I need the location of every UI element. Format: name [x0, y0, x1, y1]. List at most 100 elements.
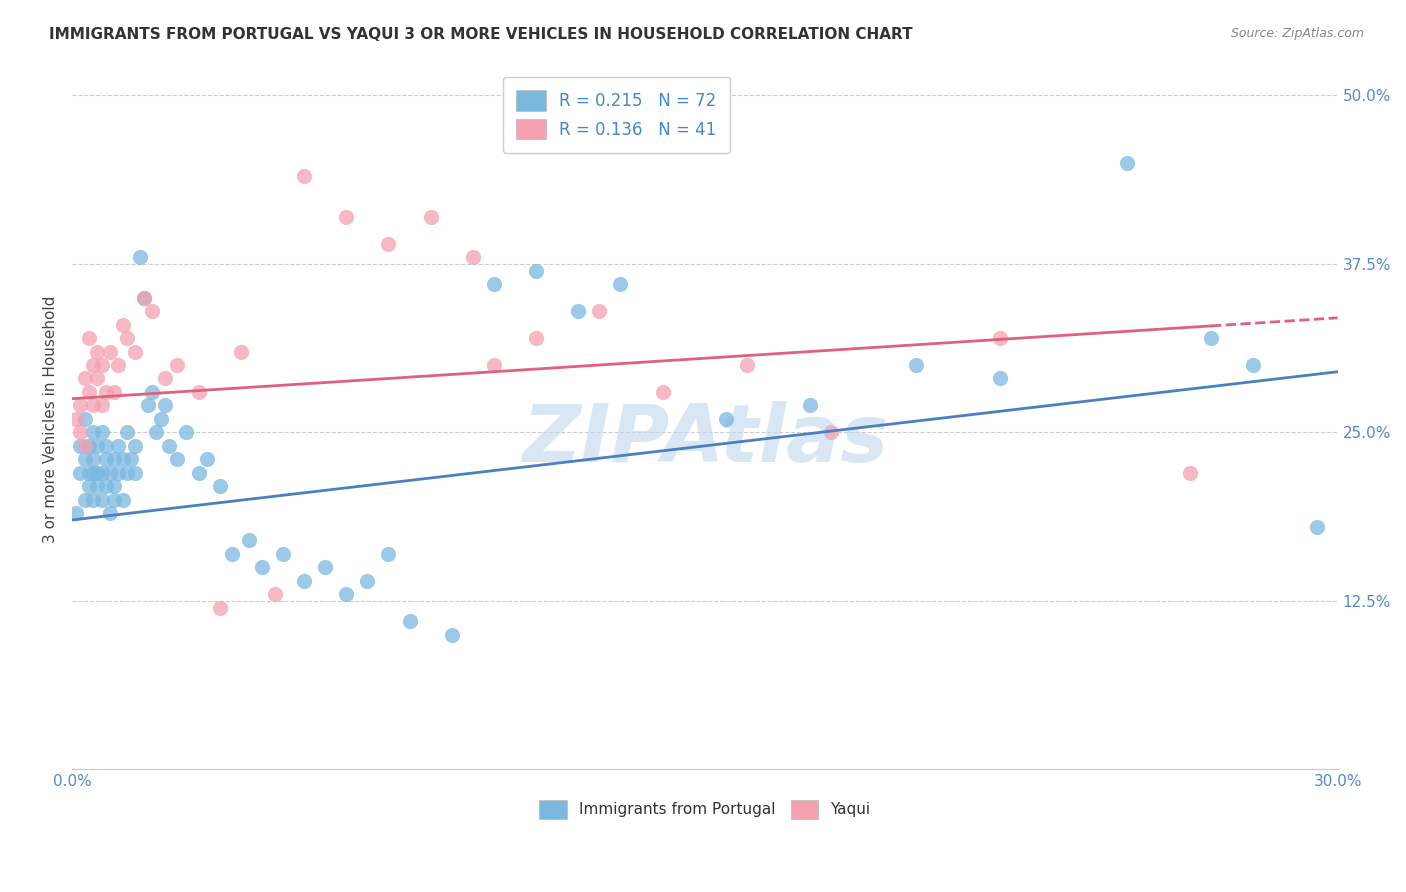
Point	[292, 169, 315, 184]
Point	[124, 439, 146, 453]
Point	[111, 492, 134, 507]
Point	[398, 614, 420, 628]
Point	[103, 479, 125, 493]
Point	[107, 439, 129, 453]
Point	[69, 425, 91, 440]
Point	[482, 358, 505, 372]
Point	[335, 210, 357, 224]
Point	[136, 399, 159, 413]
Point	[335, 587, 357, 601]
Point	[735, 358, 758, 372]
Point	[115, 466, 138, 480]
Point	[94, 439, 117, 453]
Point	[77, 331, 100, 345]
Point	[238, 533, 260, 548]
Point	[988, 331, 1011, 345]
Point	[107, 466, 129, 480]
Point	[271, 547, 294, 561]
Point	[145, 425, 167, 440]
Point	[73, 371, 96, 385]
Point	[65, 412, 87, 426]
Point	[86, 466, 108, 480]
Point	[208, 479, 231, 493]
Point	[82, 466, 104, 480]
Point	[714, 412, 737, 426]
Point	[166, 358, 188, 372]
Point	[120, 452, 142, 467]
Point	[195, 452, 218, 467]
Text: ZIPAtlas: ZIPAtlas	[522, 401, 889, 479]
Point	[90, 425, 112, 440]
Point	[263, 587, 285, 601]
Point	[82, 358, 104, 372]
Point	[141, 384, 163, 399]
Point	[111, 452, 134, 467]
Point	[799, 399, 821, 413]
Y-axis label: 3 or more Vehicles in Household: 3 or more Vehicles in Household	[44, 295, 58, 542]
Point	[86, 371, 108, 385]
Point	[1115, 156, 1137, 170]
Point	[567, 304, 589, 318]
Point	[153, 399, 176, 413]
Point	[82, 492, 104, 507]
Text: IMMIGRANTS FROM PORTUGAL VS YAQUI 3 OR MORE VEHICLES IN HOUSEHOLD CORRELATION CH: IMMIGRANTS FROM PORTUGAL VS YAQUI 3 OR M…	[49, 27, 912, 42]
Point	[174, 425, 197, 440]
Point	[482, 277, 505, 292]
Point	[229, 344, 252, 359]
Point	[124, 466, 146, 480]
Point	[69, 466, 91, 480]
Point	[609, 277, 631, 292]
Point	[1178, 466, 1201, 480]
Point	[115, 331, 138, 345]
Point	[69, 439, 91, 453]
Point	[107, 358, 129, 372]
Point	[820, 425, 842, 440]
Point	[69, 399, 91, 413]
Point	[73, 452, 96, 467]
Point	[111, 318, 134, 332]
Point	[250, 560, 273, 574]
Point	[82, 425, 104, 440]
Point	[221, 547, 243, 561]
Point	[524, 331, 547, 345]
Point	[73, 439, 96, 453]
Point	[419, 210, 441, 224]
Point	[82, 452, 104, 467]
Point	[90, 492, 112, 507]
Point	[77, 384, 100, 399]
Point	[98, 344, 121, 359]
Point	[103, 492, 125, 507]
Point	[77, 479, 100, 493]
Point	[98, 466, 121, 480]
Point	[94, 452, 117, 467]
Point	[153, 371, 176, 385]
Point	[1241, 358, 1264, 372]
Point	[124, 344, 146, 359]
Point	[1305, 519, 1327, 533]
Point	[524, 263, 547, 277]
Point	[314, 560, 336, 574]
Point	[73, 492, 96, 507]
Text: Source: ZipAtlas.com: Source: ZipAtlas.com	[1230, 27, 1364, 40]
Legend: Immigrants from Portugal, Yaqui: Immigrants from Portugal, Yaqui	[533, 794, 876, 825]
Point	[440, 627, 463, 641]
Point	[377, 547, 399, 561]
Point	[115, 425, 138, 440]
Point	[90, 358, 112, 372]
Point	[141, 304, 163, 318]
Point	[461, 250, 484, 264]
Point	[65, 506, 87, 520]
Point	[988, 371, 1011, 385]
Point	[77, 466, 100, 480]
Point	[132, 291, 155, 305]
Point	[651, 384, 673, 399]
Point	[187, 466, 209, 480]
Point	[292, 574, 315, 588]
Point	[103, 384, 125, 399]
Point	[86, 439, 108, 453]
Point	[94, 479, 117, 493]
Point	[86, 479, 108, 493]
Point	[356, 574, 378, 588]
Point	[82, 399, 104, 413]
Point	[90, 399, 112, 413]
